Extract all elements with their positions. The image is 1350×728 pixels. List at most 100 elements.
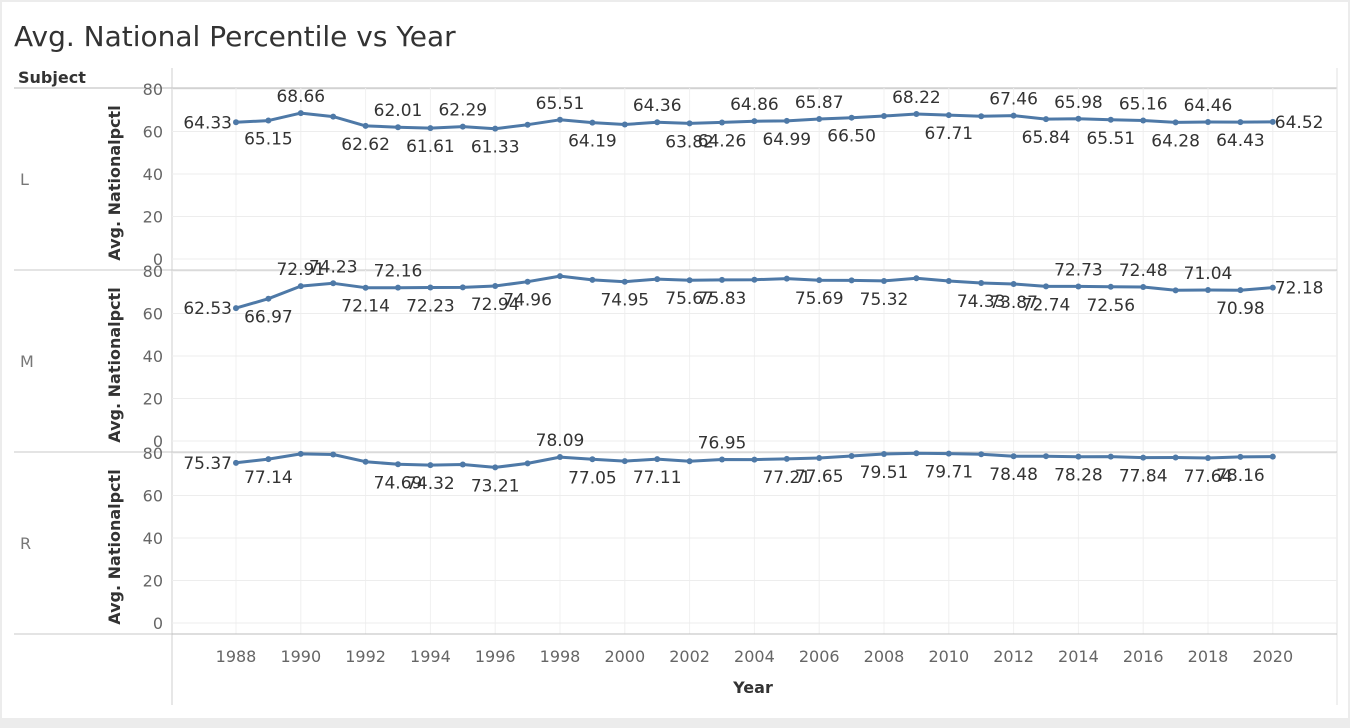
data-point[interactable] (783, 455, 790, 462)
data-point[interactable] (978, 451, 985, 458)
data-point[interactable] (395, 284, 401, 291)
data-point[interactable] (427, 284, 434, 291)
data-point[interactable] (1107, 453, 1114, 460)
data-point[interactable] (654, 456, 661, 463)
data-point[interactable] (297, 283, 304, 290)
data-point[interactable] (686, 458, 693, 465)
data-point[interactable] (524, 278, 531, 285)
data-point[interactable] (524, 121, 531, 128)
data-point[interactable] (492, 125, 499, 132)
data-point[interactable] (395, 124, 401, 131)
data-point[interactable] (881, 451, 887, 458)
data-point[interactable] (297, 450, 304, 457)
data-point[interactable] (557, 454, 563, 461)
data-point[interactable] (459, 284, 466, 291)
data-point[interactable] (848, 277, 855, 284)
data-point[interactable] (1043, 116, 1049, 123)
y-tick-label: 80 (143, 444, 163, 463)
data-point[interactable] (816, 454, 823, 461)
data-point[interactable] (945, 450, 952, 457)
data-point[interactable] (848, 114, 855, 121)
data-point[interactable] (751, 118, 758, 125)
data-point[interactable] (783, 275, 790, 282)
data-point[interactable] (1237, 453, 1244, 460)
data-point[interactable] (751, 276, 758, 283)
data-point[interactable] (945, 112, 952, 119)
data-point[interactable] (557, 273, 563, 280)
data-point[interactable] (492, 283, 499, 290)
data-point[interactable] (686, 277, 693, 284)
data-point[interactable] (913, 111, 920, 118)
data-point[interactable] (589, 456, 596, 463)
data-point[interactable] (621, 121, 628, 128)
data-point[interactable] (783, 117, 790, 124)
data-point[interactable] (1172, 119, 1179, 126)
data-point[interactable] (589, 119, 596, 126)
data-point[interactable] (1269, 453, 1276, 460)
data-point[interactable] (1140, 454, 1147, 461)
data-point[interactable] (848, 452, 855, 459)
data-point[interactable] (751, 456, 758, 463)
data-point[interactable] (1205, 455, 1211, 462)
data-point[interactable] (816, 116, 823, 123)
data-point[interactable] (330, 451, 337, 458)
data-point[interactable] (589, 276, 596, 283)
data-point[interactable] (1237, 287, 1244, 294)
data-point[interactable] (621, 278, 628, 285)
data-point[interactable] (265, 117, 272, 124)
data-point[interactable] (719, 276, 725, 283)
data-point[interactable] (913, 450, 920, 457)
data-point[interactable] (719, 456, 725, 463)
data-point[interactable] (1043, 453, 1049, 460)
data-point[interactable] (233, 305, 239, 312)
data-point[interactable] (654, 276, 661, 283)
data-point[interactable] (1140, 283, 1147, 290)
data-point[interactable] (362, 284, 369, 291)
data-point[interactable] (978, 113, 985, 120)
data-point[interactable] (1269, 284, 1276, 291)
data-point[interactable] (1172, 287, 1179, 294)
data-point[interactable] (265, 456, 272, 463)
data-point[interactable] (297, 110, 304, 117)
data-point[interactable] (1107, 283, 1114, 290)
data-point[interactable] (881, 112, 887, 119)
data-point[interactable] (621, 458, 628, 465)
data-point[interactable] (459, 461, 466, 468)
data-point[interactable] (362, 458, 369, 465)
data-point[interactable] (1075, 283, 1082, 290)
data-point[interactable] (719, 119, 725, 126)
data-point[interactable] (1172, 454, 1179, 461)
data-point[interactable] (945, 277, 952, 284)
data-point[interactable] (427, 125, 434, 132)
data-point[interactable] (427, 462, 434, 469)
data-point[interactable] (1237, 119, 1244, 126)
data-point[interactable] (978, 280, 985, 287)
data-point[interactable] (654, 119, 661, 126)
data-point[interactable] (1010, 112, 1017, 119)
data-point[interactable] (492, 464, 499, 471)
data-point[interactable] (459, 123, 466, 130)
data-point[interactable] (816, 277, 823, 284)
data-point[interactable] (233, 459, 239, 466)
data-point[interactable] (233, 119, 239, 126)
data-point[interactable] (395, 461, 401, 468)
data-point[interactable] (1010, 281, 1017, 288)
data-point[interactable] (524, 460, 531, 467)
data-point[interactable] (1205, 287, 1211, 294)
data-point[interactable] (1269, 118, 1276, 125)
data-point[interactable] (1043, 283, 1049, 290)
data-point[interactable] (362, 122, 369, 129)
data-point[interactable] (1205, 119, 1211, 126)
data-point[interactable] (1075, 453, 1082, 460)
data-point[interactable] (1140, 117, 1147, 124)
data-point[interactable] (330, 113, 337, 120)
data-point[interactable] (1107, 116, 1114, 123)
data-point[interactable] (1075, 115, 1082, 122)
data-point[interactable] (1010, 453, 1017, 460)
data-point[interactable] (557, 116, 563, 123)
data-point[interactable] (881, 277, 887, 284)
data-point[interactable] (330, 280, 337, 287)
data-point[interactable] (265, 295, 272, 302)
data-point[interactable] (686, 120, 693, 127)
data-point[interactable] (913, 275, 920, 282)
